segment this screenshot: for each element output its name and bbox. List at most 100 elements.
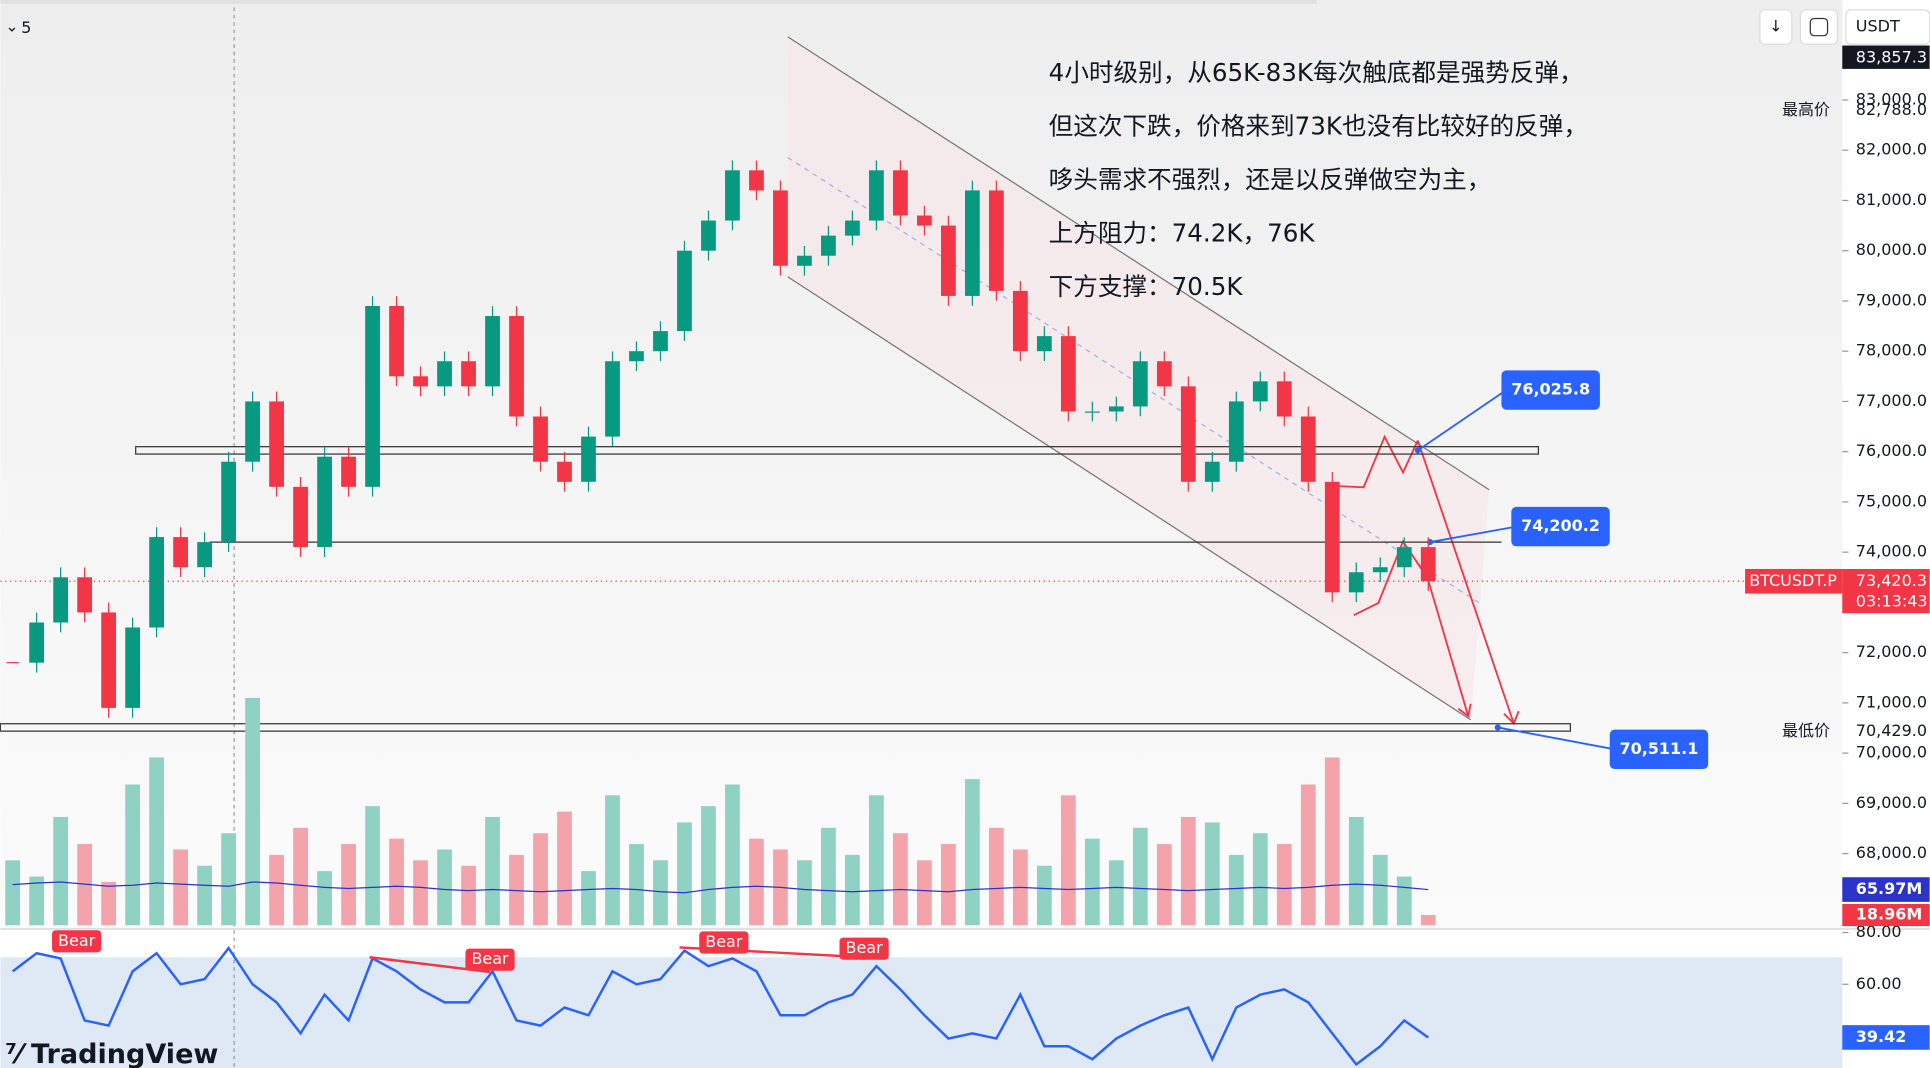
y-tick-label: 72,000.0: [1856, 642, 1927, 661]
volume-bar: [988, 827, 1004, 926]
annotation-line: 哆头需求不强烈，还是以反弹做空为主，: [1049, 165, 1492, 194]
rsi-box: [1842, 1025, 1930, 1050]
volume-bar: [149, 757, 164, 926]
rsi-label: 39.42: [1856, 1027, 1907, 1046]
volume-bar: [1228, 854, 1244, 926]
low-name: 最低价: [1782, 721, 1830, 740]
callout-label: 74,200.2: [1521, 516, 1600, 535]
y-tick-label: 77,000.0: [1856, 391, 1927, 410]
download-button[interactable]: [1759, 9, 1793, 45]
channel-bottom: [787, 276, 1472, 721]
callout-box: [1609, 729, 1709, 770]
ma-box: [1842, 877, 1930, 902]
symbol: BTCUSDT.P: [1749, 571, 1837, 590]
volume-bar: [1036, 865, 1052, 926]
volume-bar: [197, 865, 212, 926]
volume-bar: [605, 795, 620, 926]
y-tick-label: 78,000.0: [1856, 341, 1927, 360]
currency: USDT: [1856, 17, 1900, 36]
callout-label: 70,511.1: [1620, 739, 1699, 758]
arrowhead: [1457, 703, 1472, 718]
rsi-line: [11, 945, 1429, 1067]
volume-bar: [245, 697, 260, 926]
y-tick-label: 68,000.0: [1856, 843, 1927, 862]
volume-bar: [461, 865, 476, 926]
callout-box: [1511, 506, 1610, 547]
signal-box: [465, 948, 515, 971]
volume-bar: [1108, 860, 1124, 926]
volume-bar: [389, 838, 404, 926]
y-tick-label: 83,000.0: [1856, 89, 1927, 108]
volume-bar: [269, 854, 284, 926]
high-value: 82,788.0: [1856, 100, 1927, 119]
volume-bar: [629, 844, 644, 926]
y-tick-label: 60.00: [1856, 974, 1902, 993]
volume-bar: [125, 784, 141, 926]
symbol-box: [1745, 568, 1843, 594]
volume-bar: [1396, 876, 1412, 926]
volume-bar: [1252, 833, 1268, 926]
refresh-button[interactable]: [1799, 9, 1838, 45]
y-tick-label: 80.00: [1856, 922, 1902, 941]
y-tick-label: 81,000.0: [1856, 190, 1927, 209]
volume-bar: [1324, 757, 1340, 926]
channel-top: [787, 36, 1490, 491]
volume-bar: [365, 806, 380, 926]
y-tick-label: 70,000.0: [1856, 743, 1927, 762]
annotation: 4小时级别，从65K-83K每次触底都是强势反弹， 但这次下跌，价格来到73K也没…: [1049, 58, 1588, 301]
volume-bar: [869, 795, 884, 926]
top-price-box: [1842, 45, 1930, 69]
path-arrow: [1416, 440, 1515, 724]
volume-ma: [12, 881, 1429, 894]
volume-bar: [1156, 844, 1172, 926]
volume-bar: [1276, 844, 1292, 926]
top-price: 83,857.3: [1856, 47, 1927, 66]
top-strip: [0, 0, 1317, 4]
y-tick-label: 75,000.0: [1856, 491, 1927, 510]
volume-bar: [725, 784, 740, 926]
countdown: 03:13:43: [1856, 592, 1928, 611]
volume-bar: [797, 860, 812, 926]
y-tick-label: 80,000.0: [1856, 240, 1927, 259]
volume-bar: [965, 779, 980, 926]
signal: Bear: [846, 938, 884, 957]
volume-bar: [821, 827, 836, 926]
refresh-icon: [1809, 17, 1829, 37]
signal-box: [839, 937, 889, 960]
y-tick-label: 69,000.0: [1856, 793, 1927, 812]
volume-bar: [677, 822, 692, 926]
path-arrow: [1335, 434, 1419, 489]
volume-bar: [485, 816, 500, 926]
signal: Bear: [705, 932, 743, 951]
volume-bar: [413, 860, 428, 926]
volume-bar: [1132, 827, 1148, 926]
volume-bar: [293, 827, 308, 926]
volume-bar: [701, 806, 716, 926]
volume-bar: [581, 871, 596, 926]
signal: Bear: [471, 949, 509, 968]
y-tick-label: 82,000.0: [1856, 140, 1927, 159]
signal-box: [699, 931, 749, 954]
annotation-line: 4小时级别，从65K-83K每次触底都是强势反弹，: [1049, 58, 1584, 87]
callout-label: 76,025.8: [1511, 380, 1590, 399]
volume-bar: [749, 838, 764, 926]
volume-bar: [221, 833, 236, 926]
collapse-icon[interactable]: ⌄: [5, 17, 18, 36]
low-value: 70,429.0: [1856, 721, 1927, 740]
volume-bar: [917, 860, 932, 926]
volume-bar: [1300, 784, 1316, 926]
callout-dot: [1414, 447, 1421, 454]
callout-line: [1429, 525, 1517, 544]
volume-bar: [1348, 816, 1364, 926]
volume-bar: [653, 860, 668, 926]
level-box: [0, 723, 1571, 732]
signal-box: [52, 930, 102, 953]
volume-bar: [53, 816, 69, 926]
callout-line: [1497, 726, 1615, 751]
callout-box: [1501, 370, 1600, 410]
volume-bar: [941, 844, 956, 926]
interval[interactable]: 5: [21, 18, 31, 37]
volume-bar: [5, 860, 21, 926]
volume-bar: [533, 833, 548, 926]
